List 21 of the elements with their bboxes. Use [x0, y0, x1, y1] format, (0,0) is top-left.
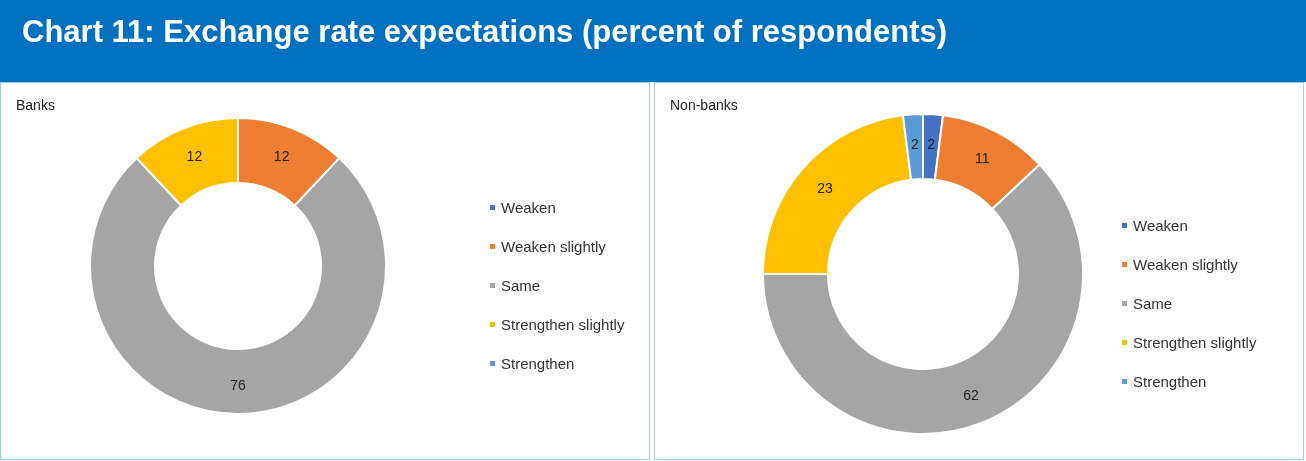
- legend-label: Weaken slightly: [501, 238, 607, 255]
- legend-label: Weaken slightly: [1133, 256, 1239, 273]
- legend-label: Strengthen: [501, 355, 575, 372]
- data-label: 12: [186, 147, 203, 164]
- data-label: 11: [974, 149, 990, 166]
- legend-label: Strengthen slightly: [1133, 334, 1257, 351]
- data-label: 62: [963, 387, 980, 404]
- legend-label: Strengthen slightly: [501, 316, 625, 333]
- legend-label: Strengthen: [1133, 373, 1207, 390]
- data-label: 2: [927, 135, 936, 152]
- data-label: 23: [817, 179, 834, 196]
- legend-label: Weaken: [501, 199, 556, 216]
- data-label: 12: [273, 147, 290, 164]
- chart-subtitle: Banks: [16, 97, 55, 113]
- data-label: 76: [230, 376, 246, 393]
- chart-title: Chart 11: Exchange rate expectations (percent of respondents): [0, 0, 1306, 82]
- legend-label: Same: [501, 277, 541, 294]
- data-label: 2: [910, 135, 919, 152]
- chart-subtitle: Non-banks: [670, 97, 738, 113]
- legend-label: Weaken: [1133, 217, 1188, 234]
- legend-label: Same: [1133, 295, 1173, 312]
